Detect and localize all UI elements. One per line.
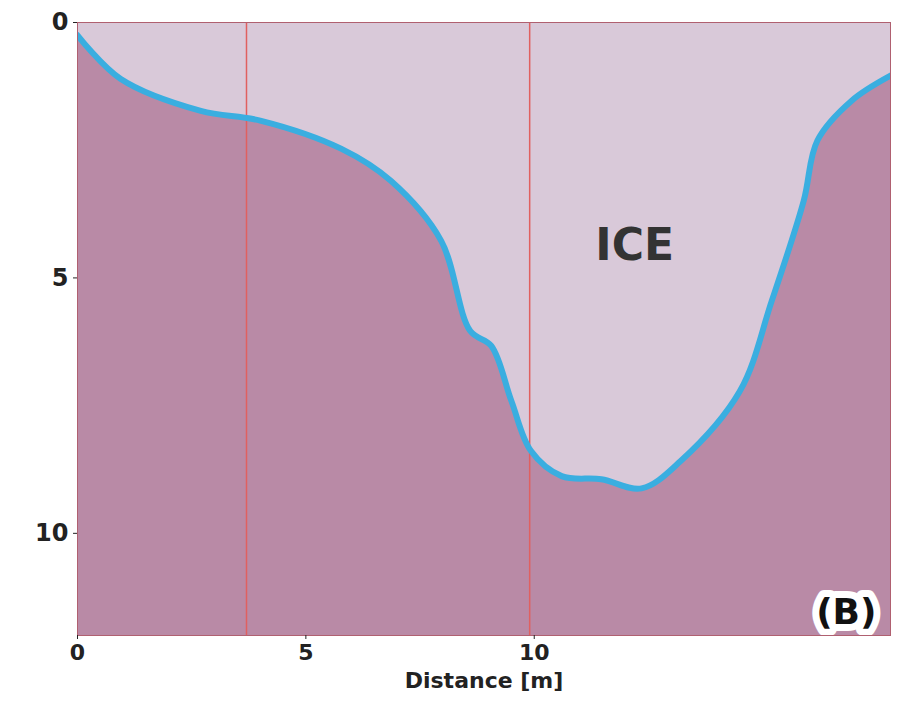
svg-text:5: 5 [298, 640, 313, 665]
svg-text:(B): (B) [816, 591, 876, 632]
svg-text:5: 5 [52, 264, 69, 292]
svg-text:ICE: ICE [595, 219, 674, 270]
svg-text:10: 10 [35, 519, 68, 547]
svg-text:0: 0 [70, 640, 85, 665]
svg-text:10: 10 [519, 640, 550, 665]
svg-text:0: 0 [52, 8, 69, 36]
svg-text:Distance [m]: Distance [m] [405, 668, 564, 693]
